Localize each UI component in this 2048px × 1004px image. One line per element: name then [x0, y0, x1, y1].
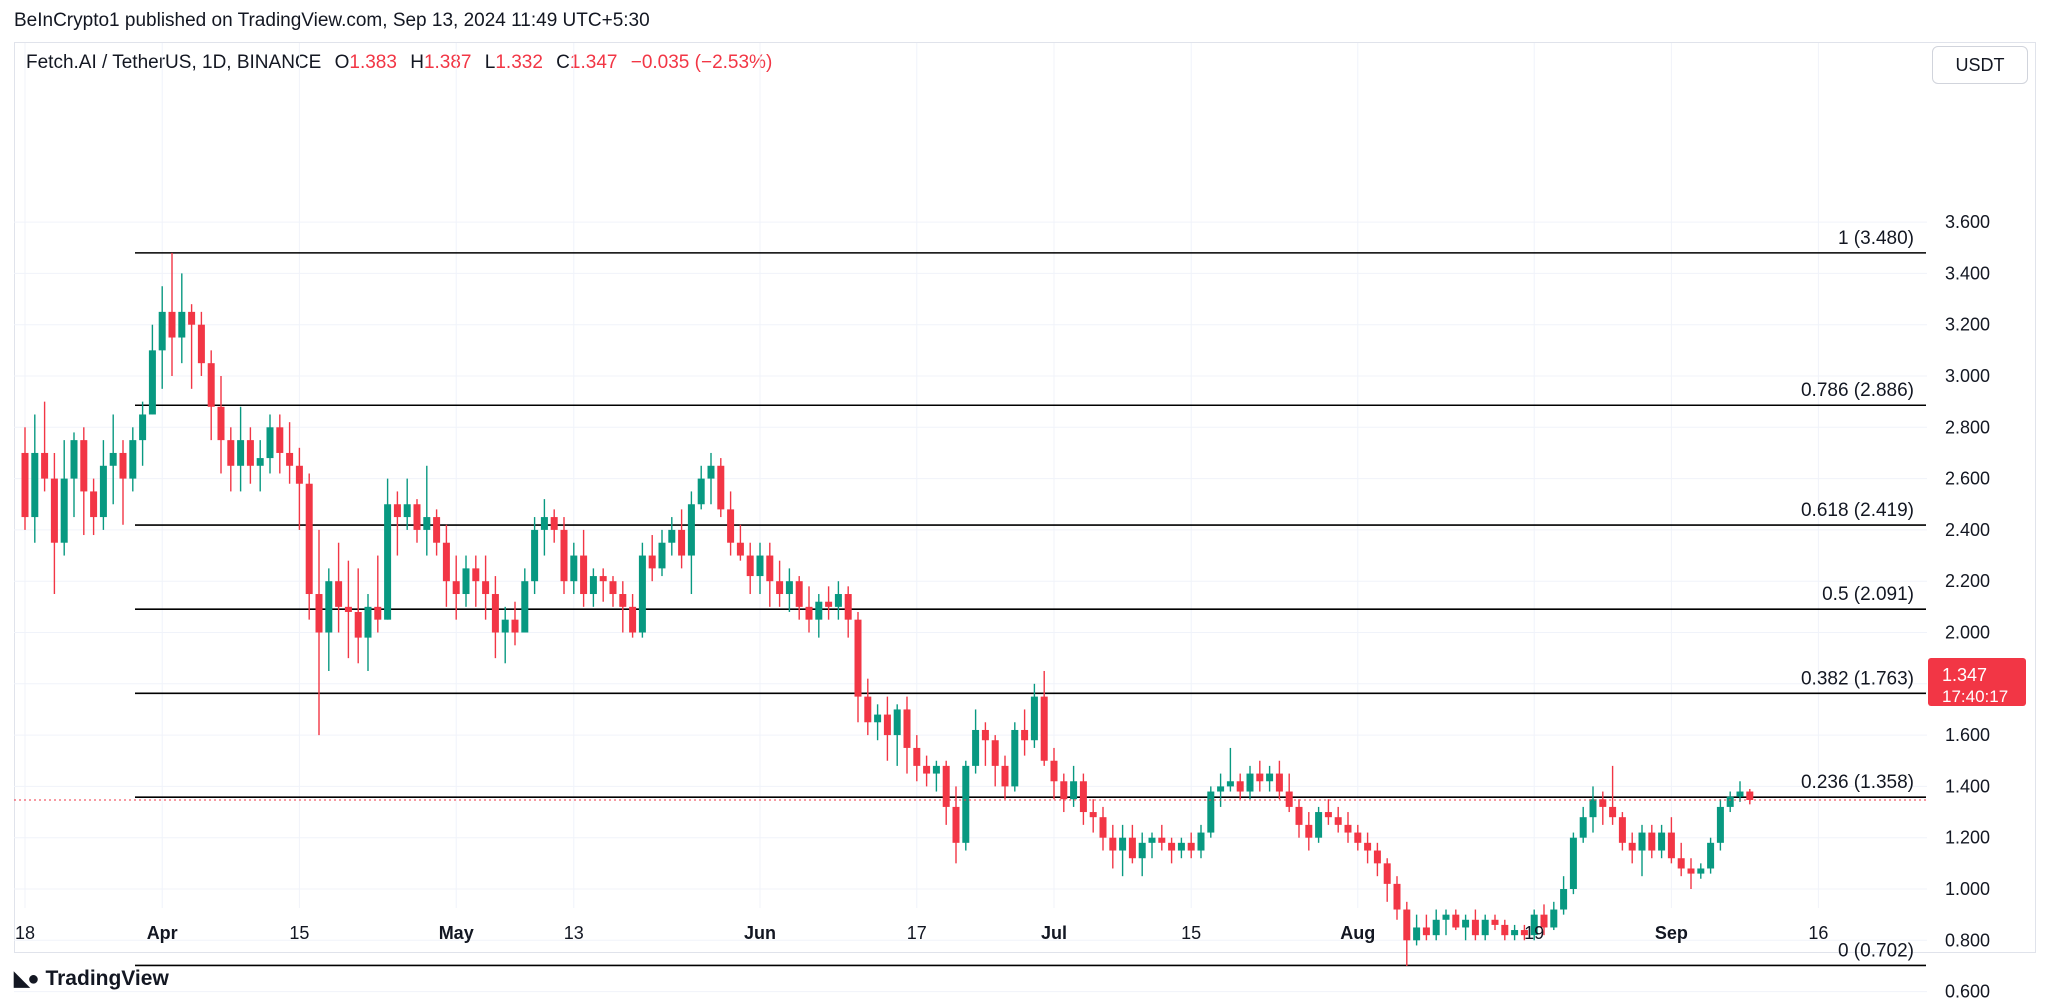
low-label: L [484, 52, 496, 73]
tradingview-logo[interactable]: ◣● TradingView [14, 966, 169, 991]
tradingview-logo-icon: ◣● [14, 968, 40, 990]
open-value: 1.383 [349, 52, 397, 73]
chart-frame [14, 42, 2036, 953]
high-label: H [410, 52, 424, 73]
symbol-legend: Fetch.AI / TetherUS, 1D, BINANCE O1.383 … [26, 52, 772, 74]
low-value: 1.332 [495, 52, 543, 73]
change-value: −0.035 (−2.53%) [630, 52, 773, 73]
open-label: O [334, 52, 350, 73]
close-label: C [556, 52, 570, 73]
close-value: 1.347 [569, 52, 618, 73]
y-tick-label: 0.600 [1945, 982, 1990, 1002]
symbol-title[interactable]: Fetch.AI / TetherUS, 1D, BINANCE [26, 52, 322, 73]
high-value: 1.387 [423, 52, 472, 73]
currency-button[interactable]: USDT [1932, 46, 2028, 84]
tradingview-brand: TradingView [45, 966, 169, 990]
publisher-line: BeInCrypto1 published on TradingView.com… [14, 10, 650, 31]
